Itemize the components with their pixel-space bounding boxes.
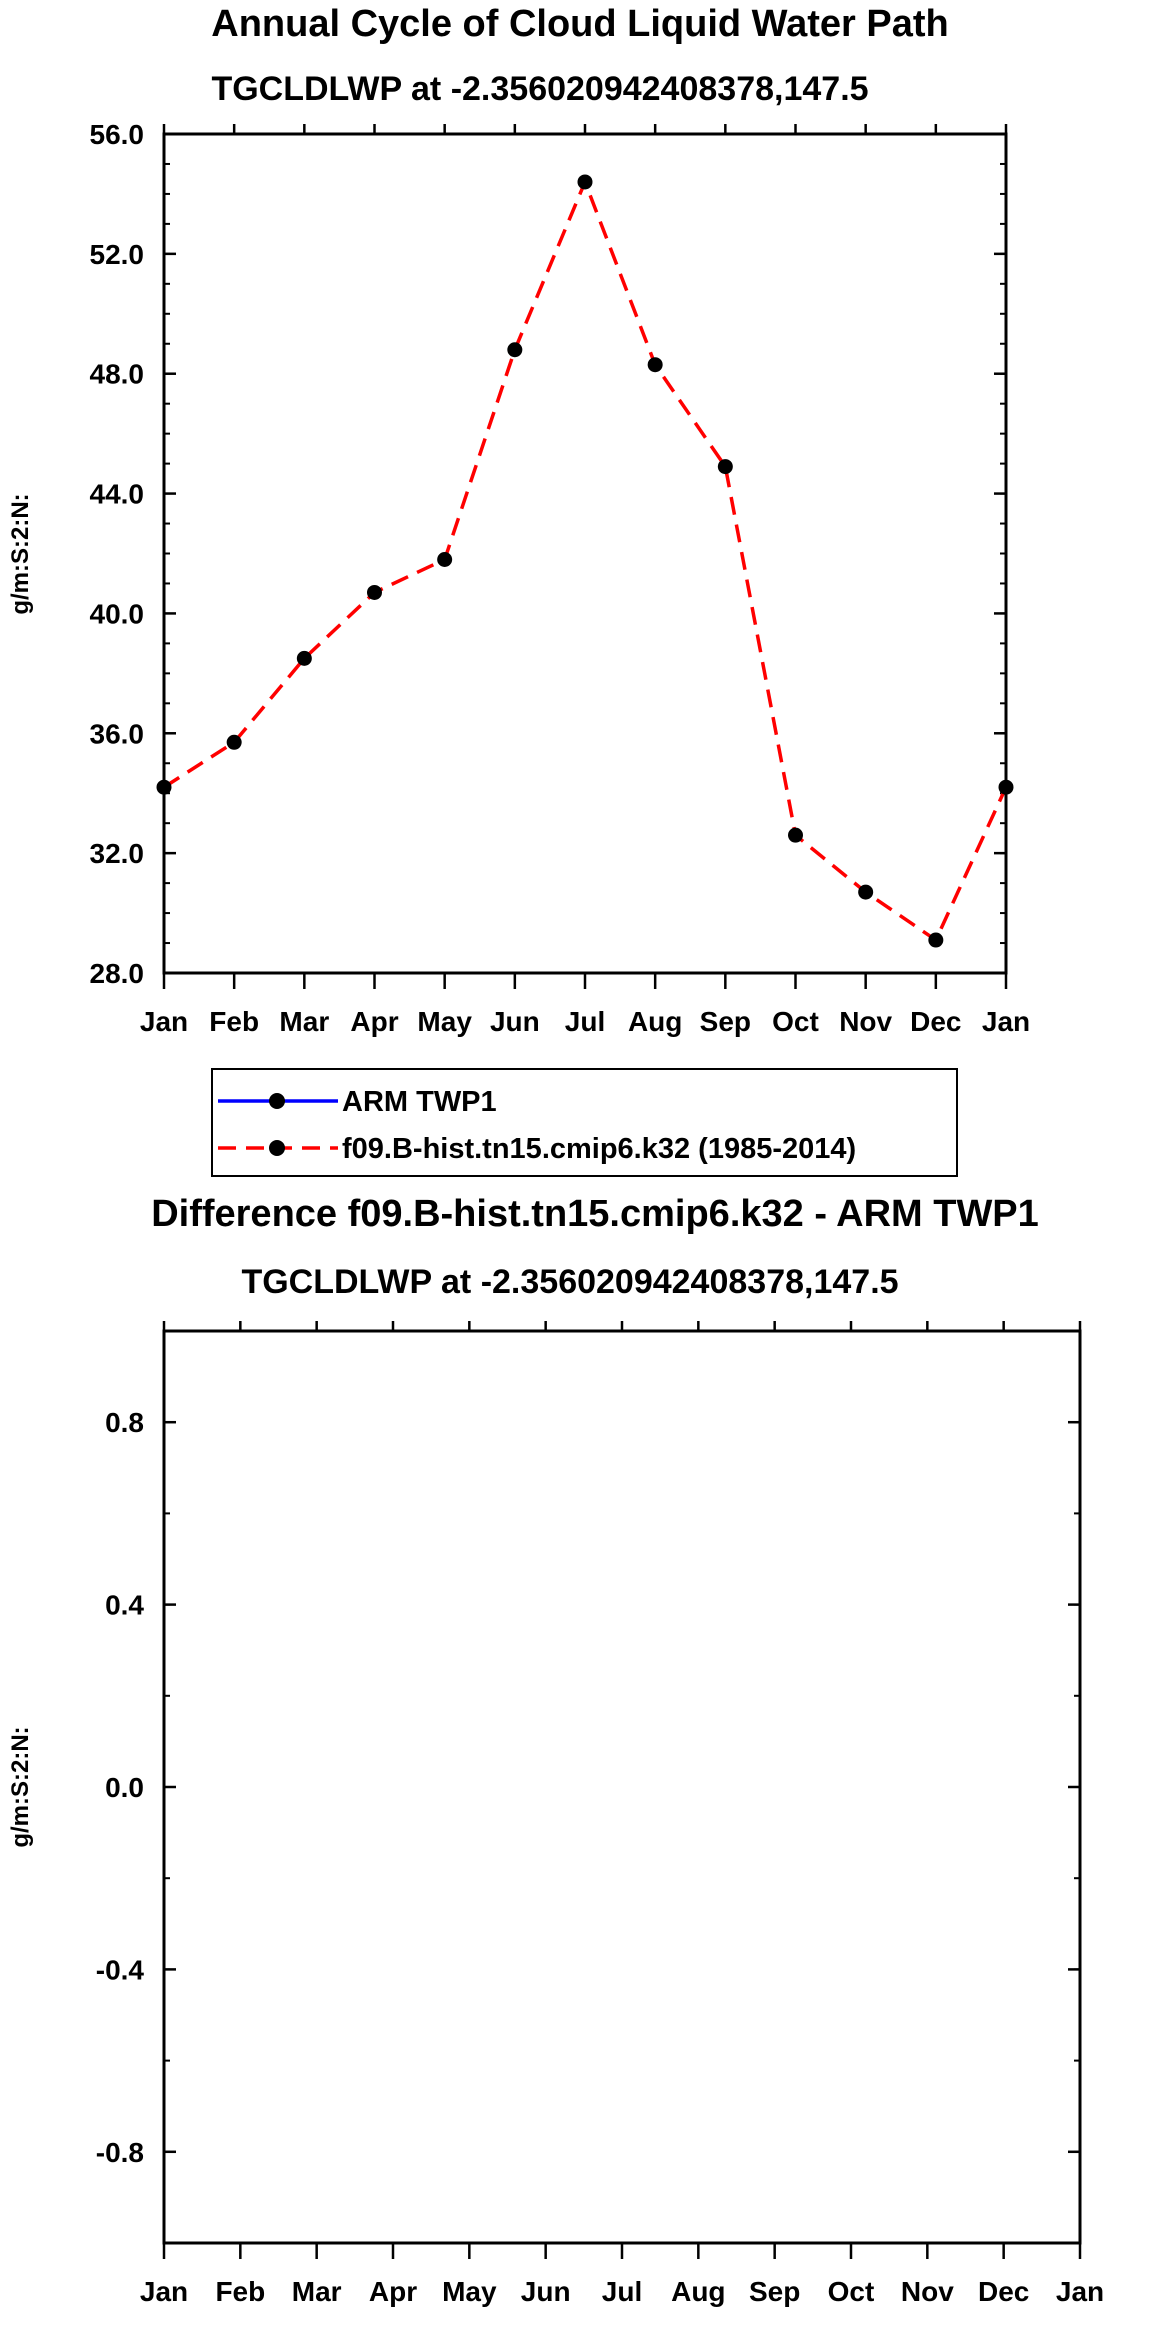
c2-xtick-label: Sep <box>749 2276 800 2307</box>
c2-xtick-label: Jul <box>602 2276 642 2307</box>
c1-xtick-label: Mar <box>279 1006 329 1037</box>
c2-xtick-label: Oct <box>828 2276 875 2307</box>
c1-data-point <box>226 734 242 750</box>
c1-data-point <box>928 932 944 948</box>
c2-xtick-label: Mar <box>292 2276 342 2307</box>
chart1-x-ticks: Jan Feb Mar Apr May Jun Jul Aug Sep Oct Nov Dec Jan <box>140 124 1030 1037</box>
chart1-plot-frame <box>162 132 1008 975</box>
legend-arm-label: ARM TWP1 <box>342 1086 497 1118</box>
chart2-title: Difference f09.B-hist.tn15.cmip6.k32 - A… <box>151 1193 1039 1235</box>
c1-data-point <box>647 357 663 373</box>
c1-data-point <box>507 342 523 358</box>
c1-xtick-label: Nov <box>839 1006 892 1037</box>
c1-data-point <box>437 551 453 567</box>
c1-xtick-label: Jun <box>490 1006 540 1037</box>
c2-ytick-label: 0.0 <box>105 1772 144 1803</box>
c2-ytick-label: 0.8 <box>105 1407 144 1438</box>
c1-ytick-label: 40.0 <box>90 598 145 629</box>
c1-xtick-label: Aug <box>628 1006 682 1037</box>
c2-xtick-label: Aug <box>671 2276 725 2307</box>
c2-ytick-label: -0.4 <box>96 1954 145 1985</box>
c1-data-point <box>156 779 172 795</box>
c1-xtick-label: Jan <box>982 1006 1030 1037</box>
c1-xtick-label: Jan <box>140 1006 188 1037</box>
c1-data-point <box>858 884 874 900</box>
c1-ytick-label: 28.0 <box>90 958 145 989</box>
c2-xtick-label: Jun <box>521 2276 571 2307</box>
c1-ytick-label: 32.0 <box>90 838 145 869</box>
c1-data-point <box>717 459 733 475</box>
chart1-y-axis-label: g/m:S:2:N: <box>7 493 34 614</box>
c1-xtick-label: May <box>417 1006 472 1037</box>
c1-data-point <box>788 827 803 843</box>
c1-ytick-label: 52.0 <box>90 239 145 270</box>
c1-xtick-label: Dec <box>910 1006 961 1037</box>
c2-xtick-label: Dec <box>978 2276 1029 2307</box>
chart2-x-ticks: Jan Feb Mar Apr May Jun Jul Aug Sep Oct Nov Dec Jan <box>140 1321 1104 2307</box>
legend-model-marker <box>269 1140 285 1156</box>
c2-xtick-label: Jan <box>1056 2276 1104 2307</box>
c1-data-point <box>998 779 1014 795</box>
chart2-y-axis-label: g/m:S:2:N: <box>7 1726 34 1847</box>
chart2-subtitle: TGCLDLWP at -2.356020942408378,147.5 <box>241 1263 898 1301</box>
c2-xtick-label: Jan <box>140 2276 188 2307</box>
c2-ytick-label: -0.8 <box>96 2137 144 2168</box>
c1-xtick-label: Sep <box>700 1006 751 1037</box>
c2-ytick-label: 0.4 <box>105 1590 144 1621</box>
c1-data-point <box>577 174 593 190</box>
c1-ytick-label: 36.0 <box>90 718 145 749</box>
c2-xtick-label: May <box>442 2276 497 2307</box>
c1-data-point <box>296 650 312 666</box>
legend-arm-marker <box>269 1093 285 1109</box>
chart1-y-ticks: 28.0 32.0 36.0 40.0 44.0 48.0 52.0 56.0 <box>90 119 1006 989</box>
legend-model-label: f09.B-hist.tn15.cmip6.k32 (1985-2014) <box>342 1133 856 1165</box>
c1-xtick-label: Feb <box>209 1006 259 1037</box>
c2-xtick-label: Nov <box>901 2276 954 2307</box>
chart2-plot-frame <box>162 1329 1082 2245</box>
chart2-y-ticks: -0.8 -0.4 0.0 0.4 0.8 <box>96 1330 1080 2244</box>
c1-data-point <box>367 584 382 600</box>
legend: ARM TWP1 f09.B-hist.tn15.cmip6.k32 (1985… <box>211 1068 958 1177</box>
c1-xtick-label: Jul <box>565 1006 605 1037</box>
c2-xtick-label: Feb <box>215 2276 265 2307</box>
legend-box <box>211 1068 958 1177</box>
chart1-series <box>156 174 1014 948</box>
chart1-subtitle: TGCLDLWP at -2.356020942408378,147.5 <box>211 70 868 108</box>
c1-xtick-label: Oct <box>772 1006 819 1037</box>
c1-xtick-label: Apr <box>350 1006 398 1037</box>
c1-ytick-label: 48.0 <box>90 359 145 390</box>
c1-ytick-label: 44.0 <box>90 479 145 510</box>
c1-series-line <box>163 177 1008 943</box>
c1-ytick-label: 56.0 <box>90 119 145 150</box>
chart1-title: Annual Cycle of Cloud Liquid Water Path <box>211 3 949 45</box>
c2-xtick-label: Apr <box>369 2276 417 2307</box>
